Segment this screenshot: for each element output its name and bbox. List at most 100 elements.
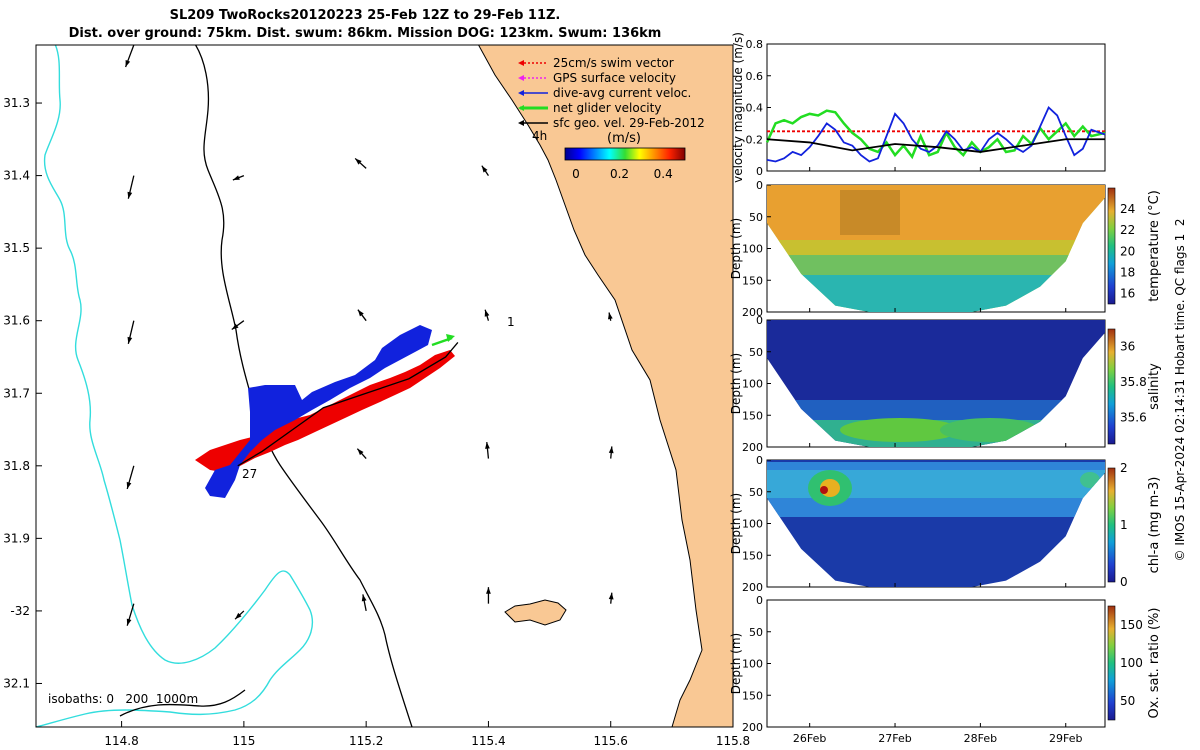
map-layer: [36, 45, 733, 727]
panel-y-tick-label: 50: [749, 211, 763, 224]
map-x-tick-label: 115.2: [349, 734, 383, 748]
panel-y-tick-label: 0.6: [746, 70, 764, 83]
panel-y-tick-label: 0.4: [746, 102, 764, 115]
colorbar-tick-label: 24: [1120, 202, 1135, 216]
legend-label: net glider velocity: [553, 101, 661, 115]
map-x-tick-label: 115.4: [471, 734, 505, 748]
panel-y-label: velocity magnitude (m/s): [731, 32, 745, 183]
panel-x-tick-label: 29Feb: [1049, 732, 1082, 745]
chla-section: [767, 460, 1105, 587]
current-vector: [124, 45, 135, 68]
swim-vectors-band: [195, 350, 455, 472]
velocity-series-sfc-geo: [766, 138, 1105, 153]
oxygen-colorbar: [1107, 605, 1116, 721]
current-vector: [127, 175, 135, 199]
map-x-tick-label: 114.8: [104, 734, 138, 748]
speed-colorbar: [564, 147, 686, 161]
map-ticks: 114.8 115 115.2 115.4 115.6 115.8 31.3 31.4 31.5…: [3, 96, 750, 748]
current-vector: [486, 587, 491, 604]
track-line: [237, 342, 459, 467]
speed-colorbar-tick: 0.4: [654, 167, 673, 181]
panel-y-tick-label: 150: [742, 274, 763, 287]
panel-y-tick-label: 0: [756, 454, 763, 467]
isobath-200m: [119, 689, 246, 717]
map-y-tick-label: -32: [10, 604, 30, 618]
map-y-tick-label: 31.6: [3, 314, 30, 328]
colorbar-tick-label: 36: [1120, 340, 1135, 354]
map-y-tick-label: 31.8: [3, 459, 30, 473]
map-y-tick-label: 31.9: [3, 531, 30, 545]
start-label: 27: [242, 467, 257, 481]
panel-y-tick-label: 50: [749, 626, 763, 639]
colorbar-tick-label: 22: [1120, 223, 1135, 237]
current-vector: [127, 320, 135, 344]
current-vector: [481, 165, 489, 176]
panel-y-tick-label: 0.8: [746, 38, 764, 51]
current-vector: [608, 592, 614, 604]
footer-credit: © IMOS 15-Apr-2024 02:14:31 Hobart time.…: [1173, 219, 1187, 562]
colorbar-tick-label: 35.6: [1120, 410, 1147, 424]
map-y-tick-label: 31.5: [3, 241, 30, 255]
colorbar-label: chl-a (mg m-3): [1147, 477, 1162, 574]
panel-y-tick-label: 200: [742, 721, 763, 734]
chla-panel: [766, 459, 1106, 588]
colorbar-tick-label: 16: [1120, 286, 1135, 300]
current-vector: [484, 309, 490, 321]
current-vector: [126, 603, 135, 626]
panel-y-tick-label: 200: [742, 581, 763, 594]
current-vector: [485, 441, 490, 459]
current-vector: [234, 610, 245, 620]
legend-label: 25cm/s swim vector: [553, 56, 674, 70]
panel-y-tick-label: 100: [742, 518, 763, 531]
island: [504, 599, 567, 626]
current-vector: [232, 174, 245, 181]
velocity-panel: [765, 43, 1106, 172]
panel-y-tick-label: 50: [749, 346, 763, 359]
panel-x-tick-label: 28Feb: [964, 732, 997, 745]
time-label: 4h: [532, 129, 547, 143]
colorbar-tick-label: 100: [1120, 656, 1143, 670]
colorbar-tick-label: 150: [1120, 618, 1143, 632]
current-vector: [361, 594, 367, 612]
colorbar-tick-label: 20: [1120, 244, 1135, 258]
panel-y-tick-label: 200: [742, 306, 763, 319]
panel-y-tick-label: 0: [756, 179, 763, 192]
map-y-tick-label: 31.7: [3, 386, 30, 400]
legend-label: dive-avg current veloc.: [553, 86, 691, 100]
map-y-tick-label: 31.4: [3, 169, 30, 183]
panel-y-tick-label: 100: [742, 658, 763, 671]
chla-colorbar: [1107, 467, 1116, 583]
map-y-tick-label: 31.3: [3, 96, 30, 110]
velocity-series-net-glider: [765, 109, 1106, 160]
colorbar-tick-label: 1: [1120, 518, 1128, 532]
figure-title-line1: SL209 TwoRocks20120223 25-Feb 12Z to 29-…: [169, 8, 561, 23]
colorbar-tick-label: 2: [1120, 461, 1128, 475]
oxygen-panel: [766, 599, 1106, 728]
panel-y-tick-label: 0: [756, 314, 763, 327]
colorbar-label: salinity: [1147, 363, 1162, 410]
panel-y-tick-label: 200: [742, 441, 763, 454]
current-vector: [354, 157, 367, 169]
legend-entry: GPS surface velocity: [518, 71, 676, 85]
colorbar-label: Ox. sat. ratio (%): [1147, 608, 1162, 719]
glider-track: [195, 325, 459, 498]
legend-label: sfc geo. vel. 29-Feb-2012: [553, 116, 705, 130]
panel-y-label: Depth (m): [729, 633, 743, 694]
colorbar-tick-label: 0: [1120, 575, 1128, 589]
legend-entry: 25cm/s swim vector: [518, 56, 674, 70]
panel-x-tick-label: 26Feb: [793, 732, 826, 745]
panel-y-tick-label: 100: [742, 243, 763, 256]
current-vectors: [124, 45, 614, 626]
panel-y-tick-label: 150: [742, 409, 763, 422]
colorbar-tick-label: 50: [1120, 694, 1135, 708]
map-y-tick-label: 32.1: [3, 676, 30, 690]
temperature-colorbar: [1107, 187, 1116, 305]
figure-title-line2: Dist. over ground: 75km. Dist. swum: 86k…: [68, 26, 662, 41]
land-coastline: [477, 45, 733, 727]
legend-entry: dive-avg current veloc.: [518, 86, 691, 100]
panel-y-tick-label: 150: [742, 689, 763, 702]
map-x-tick-label: 115.8: [716, 734, 750, 748]
current-vector: [608, 312, 613, 321]
panel-y-tick-label: 100: [742, 378, 763, 391]
panel-x-tick-label: 27Feb: [878, 732, 911, 745]
